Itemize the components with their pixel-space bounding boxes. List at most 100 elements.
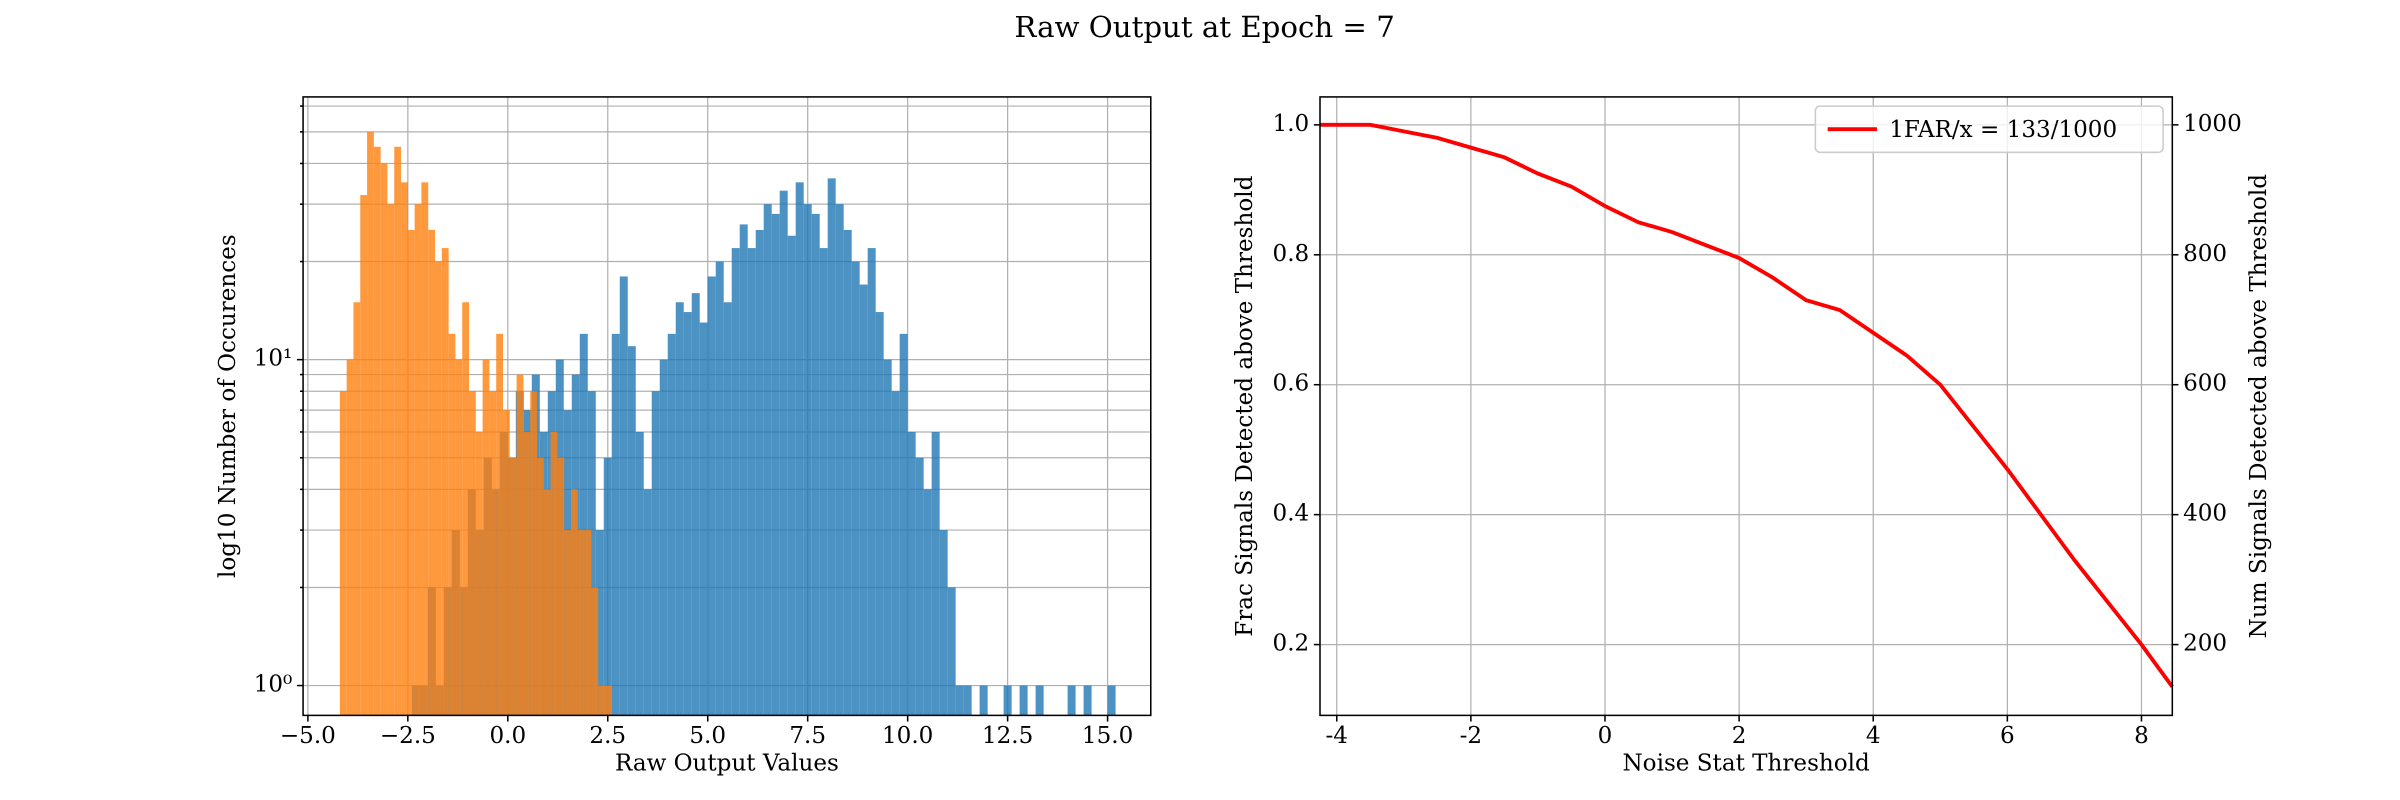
x-tick-label: 6 [2000,723,2015,749]
histogram-bar [603,457,612,716]
histogram-bar [723,302,732,716]
histogram-bar [469,391,476,716]
histogram-bar [401,182,408,716]
histogram-bar [543,489,551,716]
histogram-bar [851,261,860,716]
x-tick-label: 8 [2134,723,2149,749]
histogram-bar [803,204,812,716]
histogram-bar [587,391,596,716]
axes-frame [1319,96,2174,717]
histogram-bar [584,530,592,716]
histogram-bar [883,359,892,716]
x-tick-label: −2.5 [380,723,436,749]
histogram-bar [360,195,368,716]
y-tick-label: 10⁰ [254,672,293,698]
histogram-bar [475,431,483,716]
y2-axis-label: Num Signals Detected above Threshold [2246,174,2272,639]
histogram-bar [414,204,422,716]
histogram-bar [667,333,676,716]
histogram-bar [763,204,772,716]
x-tick-label: -4 [1326,723,1348,749]
histogram-bar [579,333,588,716]
histogram-bar [827,178,836,716]
histogram-bar [503,410,510,716]
y2-tick-label: 1000 [2183,111,2242,137]
histogram-bar [659,359,668,716]
x-tick-label: 0.0 [489,723,526,749]
histogram-bar [577,530,585,716]
histogram-bar [931,431,940,716]
histogram-bar [1083,685,1092,716]
histogram-bar [604,685,612,716]
histogram-bar [643,489,652,716]
histogram-bar [611,333,620,716]
histogram-bar [407,229,415,716]
x-tick-label: 4 [1866,723,1881,749]
x-tick-label: 2.5 [589,723,626,749]
histogram-bar [675,302,684,716]
figure-title: Raw Output at Epoch = 7 [1014,10,1394,44]
histogram-bar [939,530,948,716]
histogram-bar [747,248,756,716]
histogram-bar [979,685,988,716]
x-tick-label: -2 [1460,723,1482,749]
histogram-bar [635,431,644,716]
legend-box [1814,105,2164,154]
histogram-bar [779,190,788,716]
histogram-bar [1107,685,1116,716]
x-axis-label: Noise Stat Threshold [1623,751,1871,777]
histogram-bar [435,261,442,716]
histogram-bar [455,359,463,716]
histogram-bar [739,224,748,716]
histogram-bar [731,248,740,716]
histogram-bar [441,248,449,716]
x-tick-label: 0 [1598,723,1613,749]
histogram-bar [448,333,456,716]
histogram-bar [755,229,764,716]
histogram-bar [353,302,361,716]
histogram-bar [516,374,524,716]
histogram-bar [536,457,544,716]
histogram-bar [489,391,497,716]
histogram-bar [619,276,628,716]
y2-tick-label: 600 [2183,371,2227,397]
histogram-bar [683,312,692,716]
histogram-bar [428,229,436,716]
x-tick-label: 2 [1732,723,1747,749]
histogram-bar [699,322,708,716]
histogram-bar [482,359,490,716]
histogram-bar [707,276,716,716]
histogram-bar [373,146,381,716]
histogram-bar [557,457,565,716]
histogram-bar [570,489,578,716]
histogram-bar [496,333,504,716]
x-axis-label: Raw Output Values [615,751,839,777]
histogram-bar [394,146,402,716]
histogram-bar [598,685,605,716]
histogram-bar [891,391,900,716]
histogram-bar [550,431,558,716]
histogram-bar [715,261,724,716]
x-tick-label: 12.5 [982,723,1033,749]
histogram-bar [795,182,804,716]
y-axis-label: Frac Signals Detected above Threshold [1232,175,1258,636]
histogram-bar [691,293,700,716]
y-tick-label: 0.2 [1273,631,1310,657]
histogram-bar [875,312,884,716]
histogram-bar [867,248,876,716]
histogram-bar [859,284,868,716]
histogram-bar [1019,685,1028,716]
histogram-bar [907,431,916,716]
y2-tick-label: 800 [2183,241,2227,267]
histogram-bar [346,359,354,716]
histogram-bar [955,685,964,716]
x-tick-label: −5.0 [280,723,336,749]
histogram-bar [843,229,852,716]
histogram-bar [1035,685,1044,716]
histogram-bar [1003,685,1012,716]
y-tick-label: 0.8 [1273,241,1310,267]
histogram-bar [462,302,470,716]
x-tick-label: 7.5 [789,723,826,749]
y-tick-label: 0.4 [1273,501,1310,527]
histogram-bar [339,391,347,716]
